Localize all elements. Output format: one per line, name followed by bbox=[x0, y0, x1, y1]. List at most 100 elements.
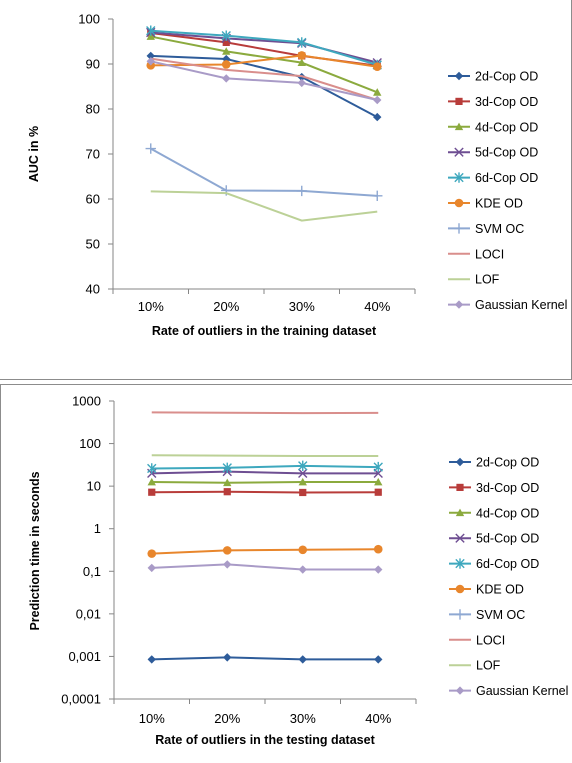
series-line bbox=[151, 563, 379, 571]
legend-marker bbox=[455, 686, 465, 695]
legend-entry: LOCI bbox=[449, 633, 505, 647]
legend-entry: LOF bbox=[449, 659, 501, 673]
data-point bbox=[372, 62, 382, 71]
data-point bbox=[373, 112, 382, 122]
legend-entry: LOF bbox=[448, 273, 500, 287]
x-tick-label: 20% bbox=[213, 299, 239, 314]
x-tick-label: 40% bbox=[364, 299, 390, 314]
legend-entry: SVM OC bbox=[448, 222, 524, 236]
legend-marker bbox=[455, 584, 465, 594]
x-tick-label: 10% bbox=[138, 299, 164, 314]
y-axis-title: AUC in % bbox=[27, 126, 41, 182]
y-tick-label: 50 bbox=[86, 237, 100, 252]
data-point bbox=[223, 478, 232, 487]
data-point bbox=[298, 655, 307, 664]
legend-entry: 4d-Cop OD bbox=[449, 506, 539, 520]
series-line bbox=[150, 54, 378, 118]
legend-marker bbox=[454, 122, 464, 131]
legend-entry: 3d-Cop OD bbox=[449, 481, 539, 495]
data-point bbox=[222, 462, 232, 473]
data-point bbox=[222, 546, 232, 555]
legend-marker bbox=[454, 71, 464, 81]
legend-label: KDE OD bbox=[475, 197, 523, 211]
data-point bbox=[297, 51, 307, 60]
legend-label: LOCI bbox=[476, 633, 505, 647]
series-svm-oc bbox=[145, 143, 383, 202]
series-line bbox=[151, 548, 379, 555]
y-tick-label: 80 bbox=[86, 102, 100, 117]
y-tick-label: 0,001 bbox=[68, 649, 101, 664]
data-point bbox=[297, 37, 307, 48]
series-line bbox=[150, 60, 378, 101]
series-2d-cop-od bbox=[147, 653, 383, 664]
y-tick-label: 1000 bbox=[72, 394, 101, 409]
data-point bbox=[147, 563, 156, 573]
y-tick-label: 1 bbox=[94, 521, 101, 536]
legend-entry: 2d-Cop OD bbox=[449, 456, 539, 470]
legend-entry: 5d-Cop OD bbox=[449, 532, 539, 546]
legend-entry: SVM OC bbox=[449, 608, 525, 622]
legend-entry: 2d-Cop OD bbox=[448, 70, 538, 84]
data-point bbox=[148, 488, 156, 496]
legend-label: Gaussian Kernel bbox=[476, 684, 568, 698]
legend-marker bbox=[455, 97, 463, 105]
data-point bbox=[146, 57, 155, 66]
data-point bbox=[298, 565, 307, 574]
data-point bbox=[147, 549, 157, 558]
data-point bbox=[222, 47, 231, 55]
legend-entry: 5d-Cop OD bbox=[448, 146, 538, 160]
legend-marker bbox=[455, 533, 465, 543]
legend-label: LOF bbox=[475, 273, 500, 287]
legend-marker bbox=[455, 457, 465, 467]
series-line bbox=[151, 454, 379, 458]
series-line bbox=[151, 481, 379, 484]
legend-entry: KDE OD bbox=[448, 197, 523, 211]
legend-marker bbox=[454, 172, 464, 183]
data-point bbox=[298, 545, 308, 555]
legend-entry: 4d-Cop OD bbox=[448, 120, 538, 134]
x-tick-label: 30% bbox=[290, 711, 316, 726]
x-axis-title: Rate of outliers in the testing dataset bbox=[155, 733, 375, 747]
legend-entry: Gaussian Kernel bbox=[448, 298, 567, 312]
data-point bbox=[223, 653, 232, 662]
y-tick-label: 0,0001 bbox=[61, 692, 101, 707]
data-point bbox=[223, 560, 232, 569]
data-point bbox=[299, 488, 307, 497]
series-line bbox=[150, 57, 378, 101]
series-4d-cop-od bbox=[147, 477, 383, 487]
data-point bbox=[298, 468, 308, 479]
series-4d-cop-od bbox=[146, 32, 382, 96]
legend-label: LOCI bbox=[475, 247, 504, 261]
legend-entry: 3d-Cop OD bbox=[448, 95, 538, 109]
legend-label: 5d-Cop OD bbox=[476, 532, 539, 546]
data-point bbox=[146, 25, 156, 36]
y-axis-title: Prediction time in seconds bbox=[28, 471, 42, 630]
data-point bbox=[374, 477, 383, 486]
legend-marker bbox=[454, 198, 464, 208]
series-6d-cop-od bbox=[147, 460, 383, 474]
legend-label: 3d-Cop OD bbox=[475, 95, 538, 109]
legend-label: 3d-Cop OD bbox=[476, 481, 539, 495]
legend-label: 4d-Cop OD bbox=[475, 120, 538, 134]
prediction-time-chart-panel: Prediction time in seconds Rate of outli… bbox=[0, 384, 572, 762]
series-6d-cop-od bbox=[146, 25, 382, 71]
legend-label: KDE OD bbox=[476, 583, 524, 597]
legend-label: 5d-Cop OD bbox=[475, 146, 538, 160]
y-tick-label: 0,01 bbox=[76, 606, 101, 621]
y-tick-label: 40 bbox=[86, 282, 100, 297]
series-line bbox=[151, 411, 379, 415]
series-kde-od bbox=[147, 544, 383, 558]
data-point bbox=[146, 32, 155, 40]
series-line bbox=[151, 490, 379, 494]
legend-entry: Gaussian Kernel bbox=[449, 684, 568, 698]
series-lof bbox=[150, 190, 378, 222]
data-point bbox=[147, 655, 156, 664]
legend-entry: KDE OD bbox=[449, 583, 524, 597]
y-tick-label: 100 bbox=[79, 436, 101, 451]
series-lof bbox=[151, 454, 379, 458]
legend-marker bbox=[456, 483, 464, 491]
legend-label: 6d-Cop OD bbox=[476, 557, 539, 571]
x-tick-label: 30% bbox=[289, 299, 315, 314]
data-point bbox=[147, 463, 157, 474]
data-point bbox=[222, 54, 231, 64]
